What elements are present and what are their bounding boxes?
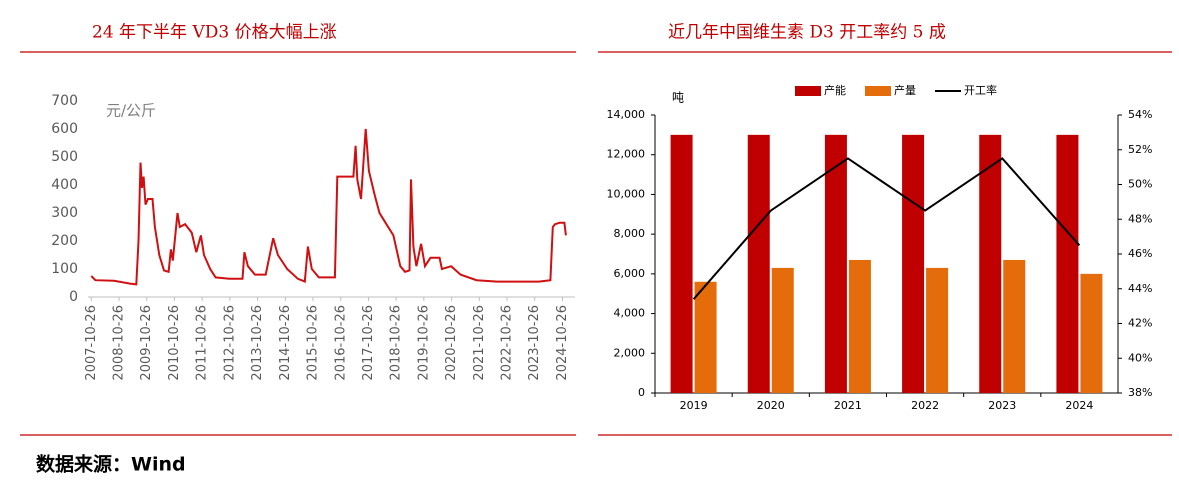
y-tick-label: 6,000 [614,267,646,280]
y-tick-label: 2,000 [614,346,646,359]
legend-label: 产能 [824,83,846,97]
y2-tick-label: 38% [1128,386,1152,399]
y2-tick-label: 50% [1128,178,1152,191]
x-tick-label: 2012-10-26 [222,305,237,381]
bar [926,267,949,393]
unit: 元/公斤 [106,102,156,120]
y-tick-label: 400 [51,177,78,193]
y2-tick-label: 42% [1128,317,1152,330]
x-tick-label: 2014-10-26 [278,305,293,381]
source: 数据来源：Wind [36,453,186,476]
x-tick-label: 2010-10-26 [167,305,182,381]
bar [902,134,925,393]
y-tick-label: 500 [51,149,78,165]
y-tick-label: 4,000 [614,307,646,320]
x-tick-label: 2015-10-26 [305,305,320,381]
y-tick-label: 300 [51,205,78,221]
chart-title: 24 年下半年 VD3 价格大幅上涨 [92,23,337,43]
y2-tick-label: 46% [1128,247,1152,260]
x-tick-label: 2019-10-26 [416,305,431,381]
x-tick-label: 2007-10-26 [84,305,99,381]
y-tick-label: 200 [51,233,78,249]
y-tick-label: 8,000 [614,227,646,240]
y-tick-label: 700 [51,93,78,109]
bar [824,134,847,393]
x-tick-label: 2016-10-26 [333,305,348,381]
legend-label: 产量 [894,83,916,97]
bar [1080,273,1103,393]
x-tick-label: 2021 [834,399,862,412]
y2-tick-label: 52% [1128,143,1152,156]
y-tick-label: 0 [638,386,645,399]
y2-tick-label: 40% [1128,351,1152,364]
bar [1003,259,1026,393]
y2-tick-label: 44% [1128,282,1152,295]
bar [848,259,871,393]
legend-label: 开工率 [964,83,997,97]
x-tick-label: 2021-10-26 [472,305,487,381]
x-tick-label: 2024 [1065,399,1093,412]
x-tick-label: 2013-10-26 [250,305,265,381]
y2-tick-label: 48% [1128,212,1152,225]
bar [771,267,794,393]
unit: 吨 [672,91,684,105]
bar [694,281,717,393]
y-tick-label: 10,000 [607,187,646,200]
x-tick-label: 2018-10-26 [389,305,404,381]
y-tick-label: 12,000 [607,148,646,161]
y2-tick-label: 54% [1128,108,1152,121]
x-tick-label: 2017-10-26 [361,305,376,381]
y-tick-label: 0 [69,289,78,305]
x-tick-label: 2020 [757,399,785,412]
x-tick-label: 2022 [911,399,939,412]
y-tick-label: 14,000 [607,108,646,121]
y-tick-label: 600 [51,121,78,137]
bar [979,134,1002,393]
y-tick-label: 100 [51,261,78,277]
x-tick-label: 2023 [988,399,1016,412]
x-tick-label: 2020-10-26 [444,305,459,381]
x-tick-label: 2022-10-26 [500,305,515,381]
bar [1056,134,1079,393]
x-tick-label: 2019 [680,399,708,412]
x-tick-label: 2023-10-26 [527,305,542,381]
bar [747,134,770,393]
x-tick-label: 2008-10-26 [112,305,127,381]
bar [670,134,693,393]
x-tick-label: 2009-10-26 [139,305,154,381]
chart-title: 近几年中国维生素 D3 开工率约 5 成 [668,23,946,43]
legend-swatch [795,86,821,96]
legend-swatch [865,86,891,96]
x-tick-label: 2024-10-26 [555,305,570,381]
price-line [90,128,567,286]
x-tick-label: 2011-10-26 [195,305,210,381]
rate-line [692,157,1081,300]
